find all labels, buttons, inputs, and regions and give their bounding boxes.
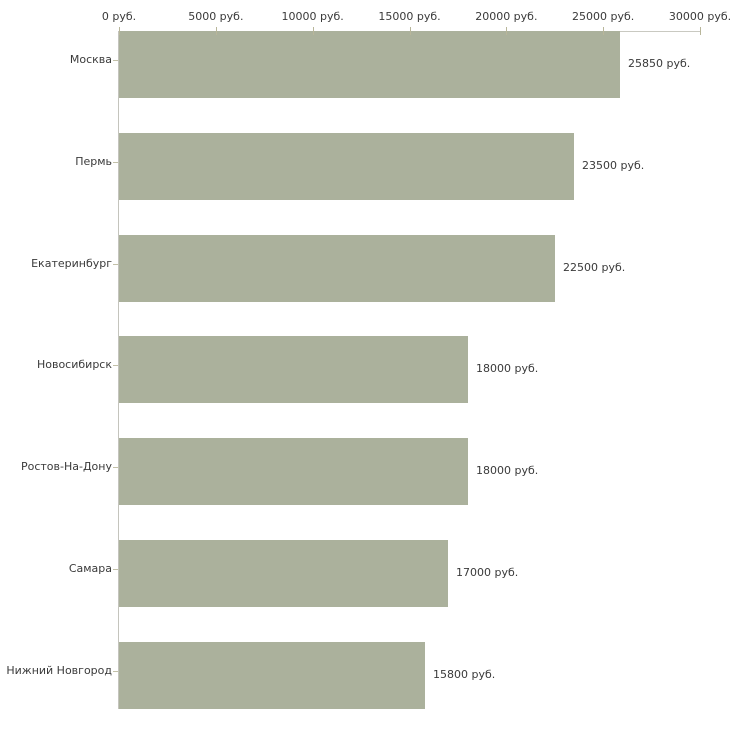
x-tick-mark: [700, 27, 701, 35]
category-label: Ростов-На-Дону: [20, 460, 112, 473]
x-tick-mark: [216, 27, 217, 35]
category-tick-mark: [113, 365, 118, 366]
x-tick-label: 20000 руб.: [475, 10, 538, 23]
value-label: 15800 руб.: [433, 668, 496, 681]
value-label: 25850 руб.: [628, 57, 691, 70]
category-tick-mark: [113, 467, 118, 468]
category-label: Новосибирск: [36, 358, 112, 371]
category-tick-mark: [113, 671, 118, 672]
x-tick-mark: [410, 27, 411, 35]
x-tick-mark: [506, 27, 507, 35]
value-label: 17000 руб.: [456, 566, 519, 579]
category-label: Екатеринбург: [31, 257, 112, 270]
x-tick-label: 25000 руб.: [572, 10, 635, 23]
category-label: Самара: [68, 562, 112, 575]
bar-2: [119, 133, 574, 200]
value-label: 23500 руб.: [582, 159, 645, 172]
x-tick-label: 15000 руб.: [378, 10, 441, 23]
bar-1: [119, 31, 620, 98]
value-label: 22500 руб.: [563, 261, 626, 274]
category-label: Нижний Новгород: [6, 664, 112, 677]
category-label: Пермь: [75, 155, 112, 168]
bar-6: [119, 540, 448, 607]
value-label: 18000 руб.: [476, 362, 539, 375]
bar-7: [119, 642, 425, 709]
category-tick-mark: [113, 569, 118, 570]
x-tick-label: 0 руб.: [101, 10, 137, 23]
x-tick-label: 30000 руб.: [668, 10, 730, 23]
bar-5: [119, 438, 468, 505]
bar-4: [119, 336, 468, 403]
bar-3: [119, 235, 555, 302]
category-tick-mark: [113, 264, 118, 265]
x-tick-mark: [603, 27, 604, 35]
y-axis-line: [118, 31, 119, 709]
x-tick-mark: [119, 27, 120, 35]
category-tick-mark: [113, 162, 118, 163]
category-tick-mark: [113, 60, 118, 61]
category-label: Москва: [69, 53, 112, 66]
x-tick-label: 5000 руб.: [188, 10, 244, 23]
value-label: 18000 руб.: [476, 464, 539, 477]
x-tick-mark: [313, 27, 314, 35]
x-tick-label: 10000 руб.: [281, 10, 344, 23]
